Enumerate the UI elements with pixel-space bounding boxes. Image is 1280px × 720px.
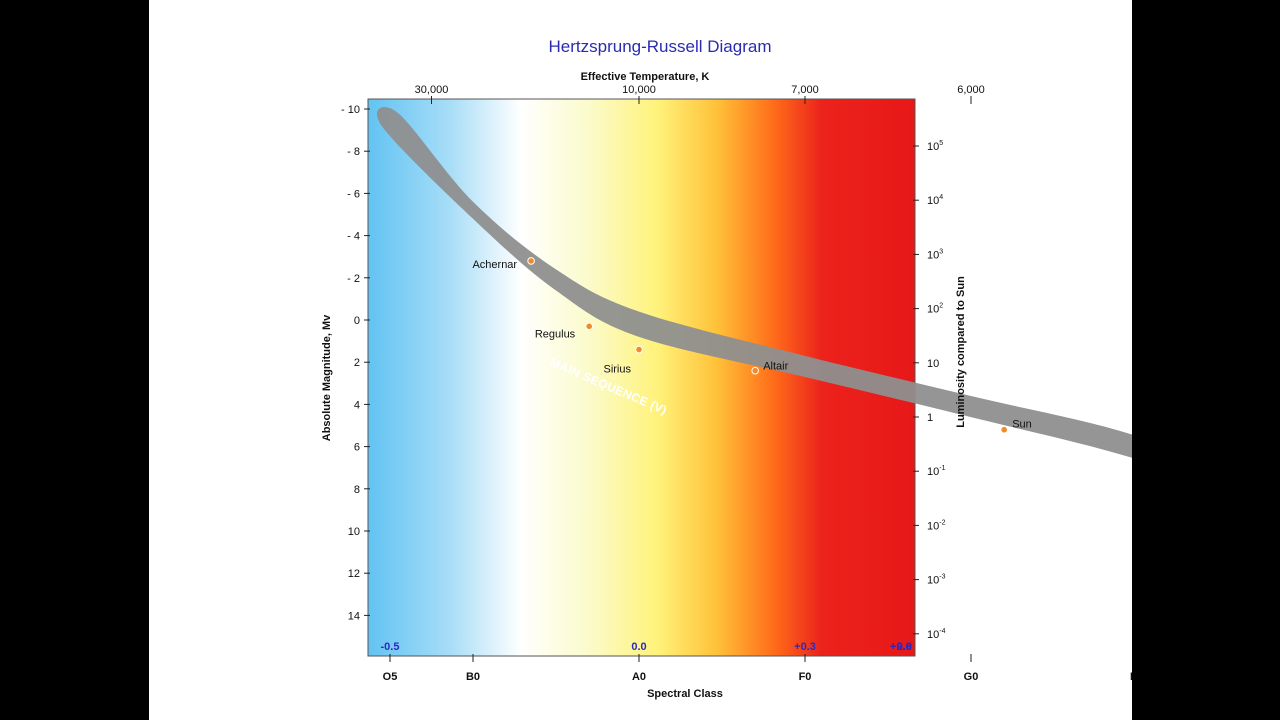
right-axis-tick-base: 10	[927, 195, 939, 207]
right-axis-tick-label: 1	[927, 412, 933, 424]
right-axis-tick-base: 10	[927, 358, 939, 370]
right-axis-tick-base: 10	[927, 520, 939, 532]
color-index-label: +2.0	[890, 641, 912, 653]
top-axis-tick-label: 7,000	[791, 84, 819, 96]
top-axis-tick-label: 6,000	[957, 84, 985, 96]
main-sequence-band	[376, 107, 1132, 458]
hr-diagram: Hertzsprung-Russell Diagram Effective Te…	[321, 37, 1132, 700]
left-axis-tick-label: - 2	[347, 273, 360, 285]
right-axis-tick-base: 10	[927, 141, 939, 153]
star-marker	[635, 345, 643, 354]
color-index-label: 0.0	[631, 641, 646, 653]
right-axis-tick-base: 10	[927, 575, 939, 587]
stars-layer: AchernarRegulusSiriusAltairSunBarnard's …	[472, 257, 1032, 434]
left-axis-tick-label: 2	[354, 357, 360, 369]
right-axis-tick-base: 1	[927, 412, 933, 424]
right-axis-tick-base: 10	[927, 249, 939, 261]
color-index-labels: -0.5 0.0 +0.3 +0.6+0.8+0.9+2.0	[381, 641, 912, 653]
bottom-axis-tick-label: G0	[964, 671, 979, 683]
right-axis-tick-exponent: 4	[939, 194, 943, 201]
right-axis-tick-label: 10-2	[927, 519, 946, 532]
right-axis-tick-exponent: 2	[939, 303, 943, 310]
left-axis-tick-label: 4	[354, 399, 360, 411]
right-axis-tick-label: 105	[927, 140, 943, 153]
bottom-axis-title: Spectral Class	[647, 688, 723, 700]
left-axis-tick-label: 6	[354, 442, 360, 454]
left-axis-tick-label: - 6	[347, 188, 360, 200]
left-axis-tick-label: 14	[348, 610, 360, 622]
star-marker	[527, 257, 535, 265]
chart-title: Hertzsprung-Russell Diagram	[549, 37, 772, 56]
right-axis-tick-label: 103	[927, 248, 943, 261]
bottom-axis-tick-label: F0	[799, 671, 812, 683]
star-label: Altair	[763, 361, 788, 373]
left-axis: - 10 - 8 - 6 - 4 - 2 0 2 4 6 8 10 12 14	[341, 104, 370, 622]
main-sequence-layer	[376, 107, 1132, 458]
star-label: Regulus	[535, 328, 576, 340]
right-axis-tick-exponent: -2	[939, 519, 945, 526]
plot-frame	[367, 98, 916, 657]
color-index-label: +0.3	[794, 641, 816, 653]
bottom-axis: O5B0A0F0G0K0M0	[383, 654, 1132, 683]
left-axis-tick-label: - 4	[347, 231, 360, 243]
top-axis-tick-label: 30,000	[415, 84, 449, 96]
star-label: Achernar	[472, 259, 517, 271]
left-axis-tick-label: 8	[354, 484, 360, 496]
right-axis-tick-label: 10-3	[927, 574, 946, 587]
star-marker	[585, 322, 594, 331]
right-axis-tick-label: 10	[927, 358, 939, 370]
star-marker	[751, 366, 760, 375]
top-axis-title: Effective Temperature, K	[581, 71, 710, 83]
bottom-axis-tick-label: O5	[383, 671, 398, 683]
star-label: Sirius	[603, 364, 631, 376]
right-axis-tick-exponent: 3	[939, 248, 943, 255]
right-axis-tick-base: 10	[927, 466, 939, 478]
left-axis-tick-label: 12	[348, 568, 360, 580]
color-index-label: +0.9	[890, 641, 912, 653]
right-axis-tick-exponent: 5	[939, 140, 943, 147]
right-axis-tick-base: 10	[927, 629, 939, 641]
right-axis-tick-label: 10-1	[927, 465, 946, 478]
left-axis-title: Absolute Magnitude, Mv	[321, 314, 333, 441]
left-axis-tick-label: 10	[348, 526, 360, 538]
right-axis-tick-label: 10-4	[927, 628, 946, 641]
top-axis-tick-label: 10,000	[622, 84, 656, 96]
bottom-axis-tick-label: A0	[632, 671, 646, 683]
right-axis-tick-label: 102	[927, 303, 943, 316]
bottom-axis-tick-label: K0	[1130, 671, 1132, 683]
star-label: Sun	[1012, 419, 1032, 431]
color-index-label: +0.6	[890, 641, 912, 653]
right-axis-title: Luminosity compared to Sun	[955, 276, 967, 428]
left-axis-tick-label: 0	[354, 315, 360, 327]
color-index-label: -0.5	[381, 641, 400, 653]
right-axis-tick-base: 10	[927, 304, 939, 316]
right-axis-tick-exponent: -3	[939, 574, 945, 581]
right-axis-tick-label: 104	[927, 194, 943, 207]
right-axis-tick-exponent: -1	[939, 465, 945, 472]
bottom-axis-tick-label: B0	[466, 671, 480, 683]
star-marker	[1000, 425, 1009, 434]
color-index-label: +0.8	[890, 641, 912, 653]
left-axis-tick-label: - 8	[347, 146, 360, 158]
right-axis-tick-exponent: -4	[939, 628, 945, 635]
left-axis-tick-label: - 10	[341, 104, 360, 116]
slide: Hertzsprung-Russell Diagram Effective Te…	[149, 0, 1132, 720]
